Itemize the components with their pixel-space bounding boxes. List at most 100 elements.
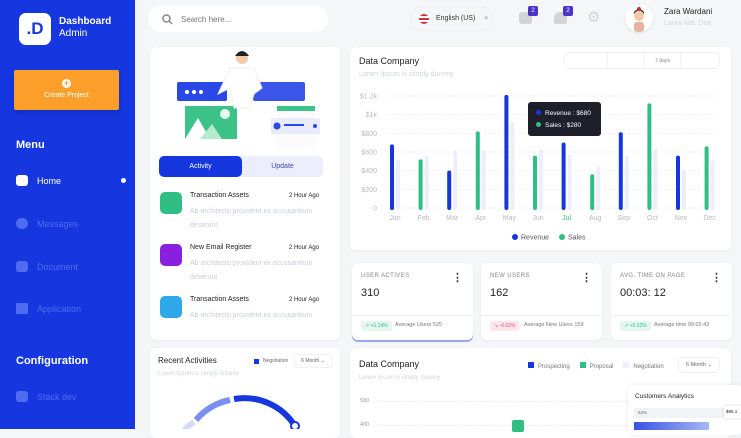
legend-swatch [254, 358, 259, 364]
bolt-icon [16, 218, 28, 229]
stat-average: Average time 00:02:43 [654, 322, 710, 328]
more-options-icon[interactable]: ⋮ [711, 272, 722, 284]
y-tick-label: $1k [366, 112, 378, 119]
donut-handle[interactable] [290, 421, 300, 429]
list-item[interactable]: Transaction Assets 2 Hour Ago Ab architect… [160, 296, 325, 326]
logo: .D [19, 13, 51, 45]
change-badge: ↗ +1.14% [361, 321, 392, 331]
donut-chart [181, 395, 300, 429]
recent-range-select[interactable]: 6 Month ⌄ [294, 354, 332, 368]
legend-negotiation: Negotiation [623, 362, 664, 370]
tooltip-revenue: Revenue : $680 [536, 108, 593, 120]
range-option[interactable] [565, 53, 608, 68]
sidebar-item-application[interactable]: Application [16, 303, 126, 314]
item-title: Transaction Assets [190, 192, 249, 199]
divider [352, 315, 473, 316]
tab-activity[interactable]: Activity [159, 156, 242, 177]
tooltip-sales: Sales : $280 [536, 120, 593, 132]
y-tick: 500 [360, 398, 370, 404]
change-badge: ↘ -0.62% [490, 321, 520, 331]
illustration [177, 51, 320, 148]
layers-icon [16, 391, 28, 402]
range-option[interactable] [681, 53, 719, 68]
legend-label: Revenue [521, 235, 549, 242]
stat-label: USER ACTIVES [361, 273, 410, 279]
avatar[interactable] [625, 4, 653, 32]
stat-label: NEW USERS [490, 273, 530, 279]
chart2-range-select[interactable]: 6 Month ⌄ [678, 357, 720, 373]
x-tick-label: Aug [589, 215, 602, 222]
stat-card: AVG. TIME ON PAGE 00:03: 12 ⋮ ↗ +0.32% A… [611, 263, 732, 340]
progress-bar [634, 422, 709, 430]
range-option-7-days[interactable]: 7 days [645, 53, 681, 68]
sidebar-item-messages[interactable]: Messages [16, 218, 126, 229]
range-selector: 7 days [564, 52, 720, 69]
percent-bar: 52% [634, 408, 729, 418]
caret-down-icon: ▼ [483, 15, 490, 22]
donut-segment [233, 395, 298, 428]
chart2-title: Data Company [359, 359, 420, 369]
language-select[interactable]: English (US) ▼ [410, 6, 493, 31]
grid-line [378, 401, 628, 402]
x-tick-label: Feb [418, 215, 430, 222]
sidebar-item-stack-dev[interactable]: Stack dev [16, 391, 126, 402]
more-options-icon[interactable]: ⋮ [452, 272, 463, 284]
search-icon [162, 13, 173, 25]
chevron-down-icon: ⌄ [319, 358, 325, 364]
create-project-label: Create Project [44, 92, 89, 99]
stat-average: Average New Users 159 [524, 322, 584, 328]
chart-tooltip: Revenue : $680 Sales : $280 [528, 102, 601, 136]
tab-update[interactable]: Update [271, 163, 294, 170]
sidebar-item-home[interactable]: Home [16, 175, 126, 186]
x-tick-label: Mar [446, 215, 459, 222]
brand-title: Dashboard [59, 16, 112, 27]
search-input[interactable] [181, 14, 311, 24]
x-tick-label: Apr [475, 215, 487, 222]
stat-average: Average Users 525 [395, 322, 442, 328]
y-tick-label: $1.2k [360, 94, 378, 101]
messages-badge: 2 [528, 6, 538, 16]
search-bar[interactable] [148, 6, 328, 32]
home-icon [16, 175, 28, 186]
range-label: 6 Month [301, 358, 320, 364]
range-option[interactable] [608, 53, 645, 68]
plus-icon: + [62, 78, 71, 88]
x-tick-label: Sep [618, 215, 631, 222]
active-indicator [121, 178, 126, 183]
y-tick-label: $600 [361, 150, 377, 157]
user-name: Zara Wardani [664, 7, 713, 16]
y-tick-label: 0 [373, 206, 377, 213]
list-item[interactable]: Transaction Assets 2 Hour Ago Ab architect… [160, 192, 325, 237]
y-tick-label: $400 [361, 168, 377, 175]
more-options-icon[interactable]: ⋮ [581, 272, 592, 284]
bar-chart: 0 $200 $400 $600 $800 $1k $1.2k Jan Feb Mar Apr May… [360, 94, 716, 242]
chevron-down-icon: ⌄ [705, 362, 712, 368]
us-flag-icon [419, 13, 429, 24]
donut-segment [193, 397, 231, 423]
chart-title: Data Company [359, 56, 420, 66]
notifications-badge: 2 [563, 6, 573, 16]
grid-line [378, 425, 628, 426]
customers-analytics-popup: Customers Analytics 52% $95,1 [628, 385, 741, 435]
list-item[interactable]: New Email Register 2 Hour Ago Ab architect… [160, 244, 325, 289]
grid-icon [16, 303, 28, 314]
y-tick-label: $800 [361, 131, 377, 138]
sidebar-item-label: Home [37, 175, 62, 186]
recent-title: Recent Activities [158, 356, 217, 365]
stat-value: 00:03: 12 [620, 287, 666, 299]
item-desc: Ab architecto provident ex accusantium d… [190, 208, 313, 229]
stat-card: USER ACTIVES 310 ⋮ ↗ +1.14% Average User… [352, 263, 473, 340]
y-tick: 400 [360, 422, 370, 428]
calendar-icon [160, 244, 182, 266]
tooltip-revenue-text: Revenue : $680 [545, 110, 591, 117]
legend-label: Negotiation [633, 364, 664, 370]
create-project-button[interactable]: + Create Project [14, 70, 119, 110]
gear-icon[interactable]: ⚙ [587, 9, 601, 26]
brand: Dashboard Admin [59, 16, 111, 40]
tooltip-sales-text: Sales : $280 [545, 122, 582, 129]
network-icon [160, 296, 182, 318]
legend-label: Prospecting [538, 364, 570, 370]
x-tick-label: Jan [389, 215, 400, 222]
sidebar-item-document[interactable]: Document [16, 261, 126, 272]
stat-value: 310 [361, 287, 380, 299]
